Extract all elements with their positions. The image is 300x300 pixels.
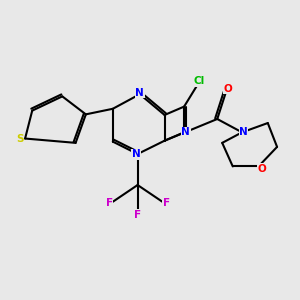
Text: N: N [181,127,190,137]
Text: F: F [134,210,141,220]
Text: N: N [239,127,248,137]
Text: N: N [135,88,144,98]
Text: O: O [223,84,232,94]
Text: F: F [163,198,170,208]
Text: O: O [257,164,266,174]
Text: N: N [132,149,140,159]
Text: S: S [16,134,23,143]
Text: F: F [106,198,113,208]
Text: Cl: Cl [193,76,205,86]
